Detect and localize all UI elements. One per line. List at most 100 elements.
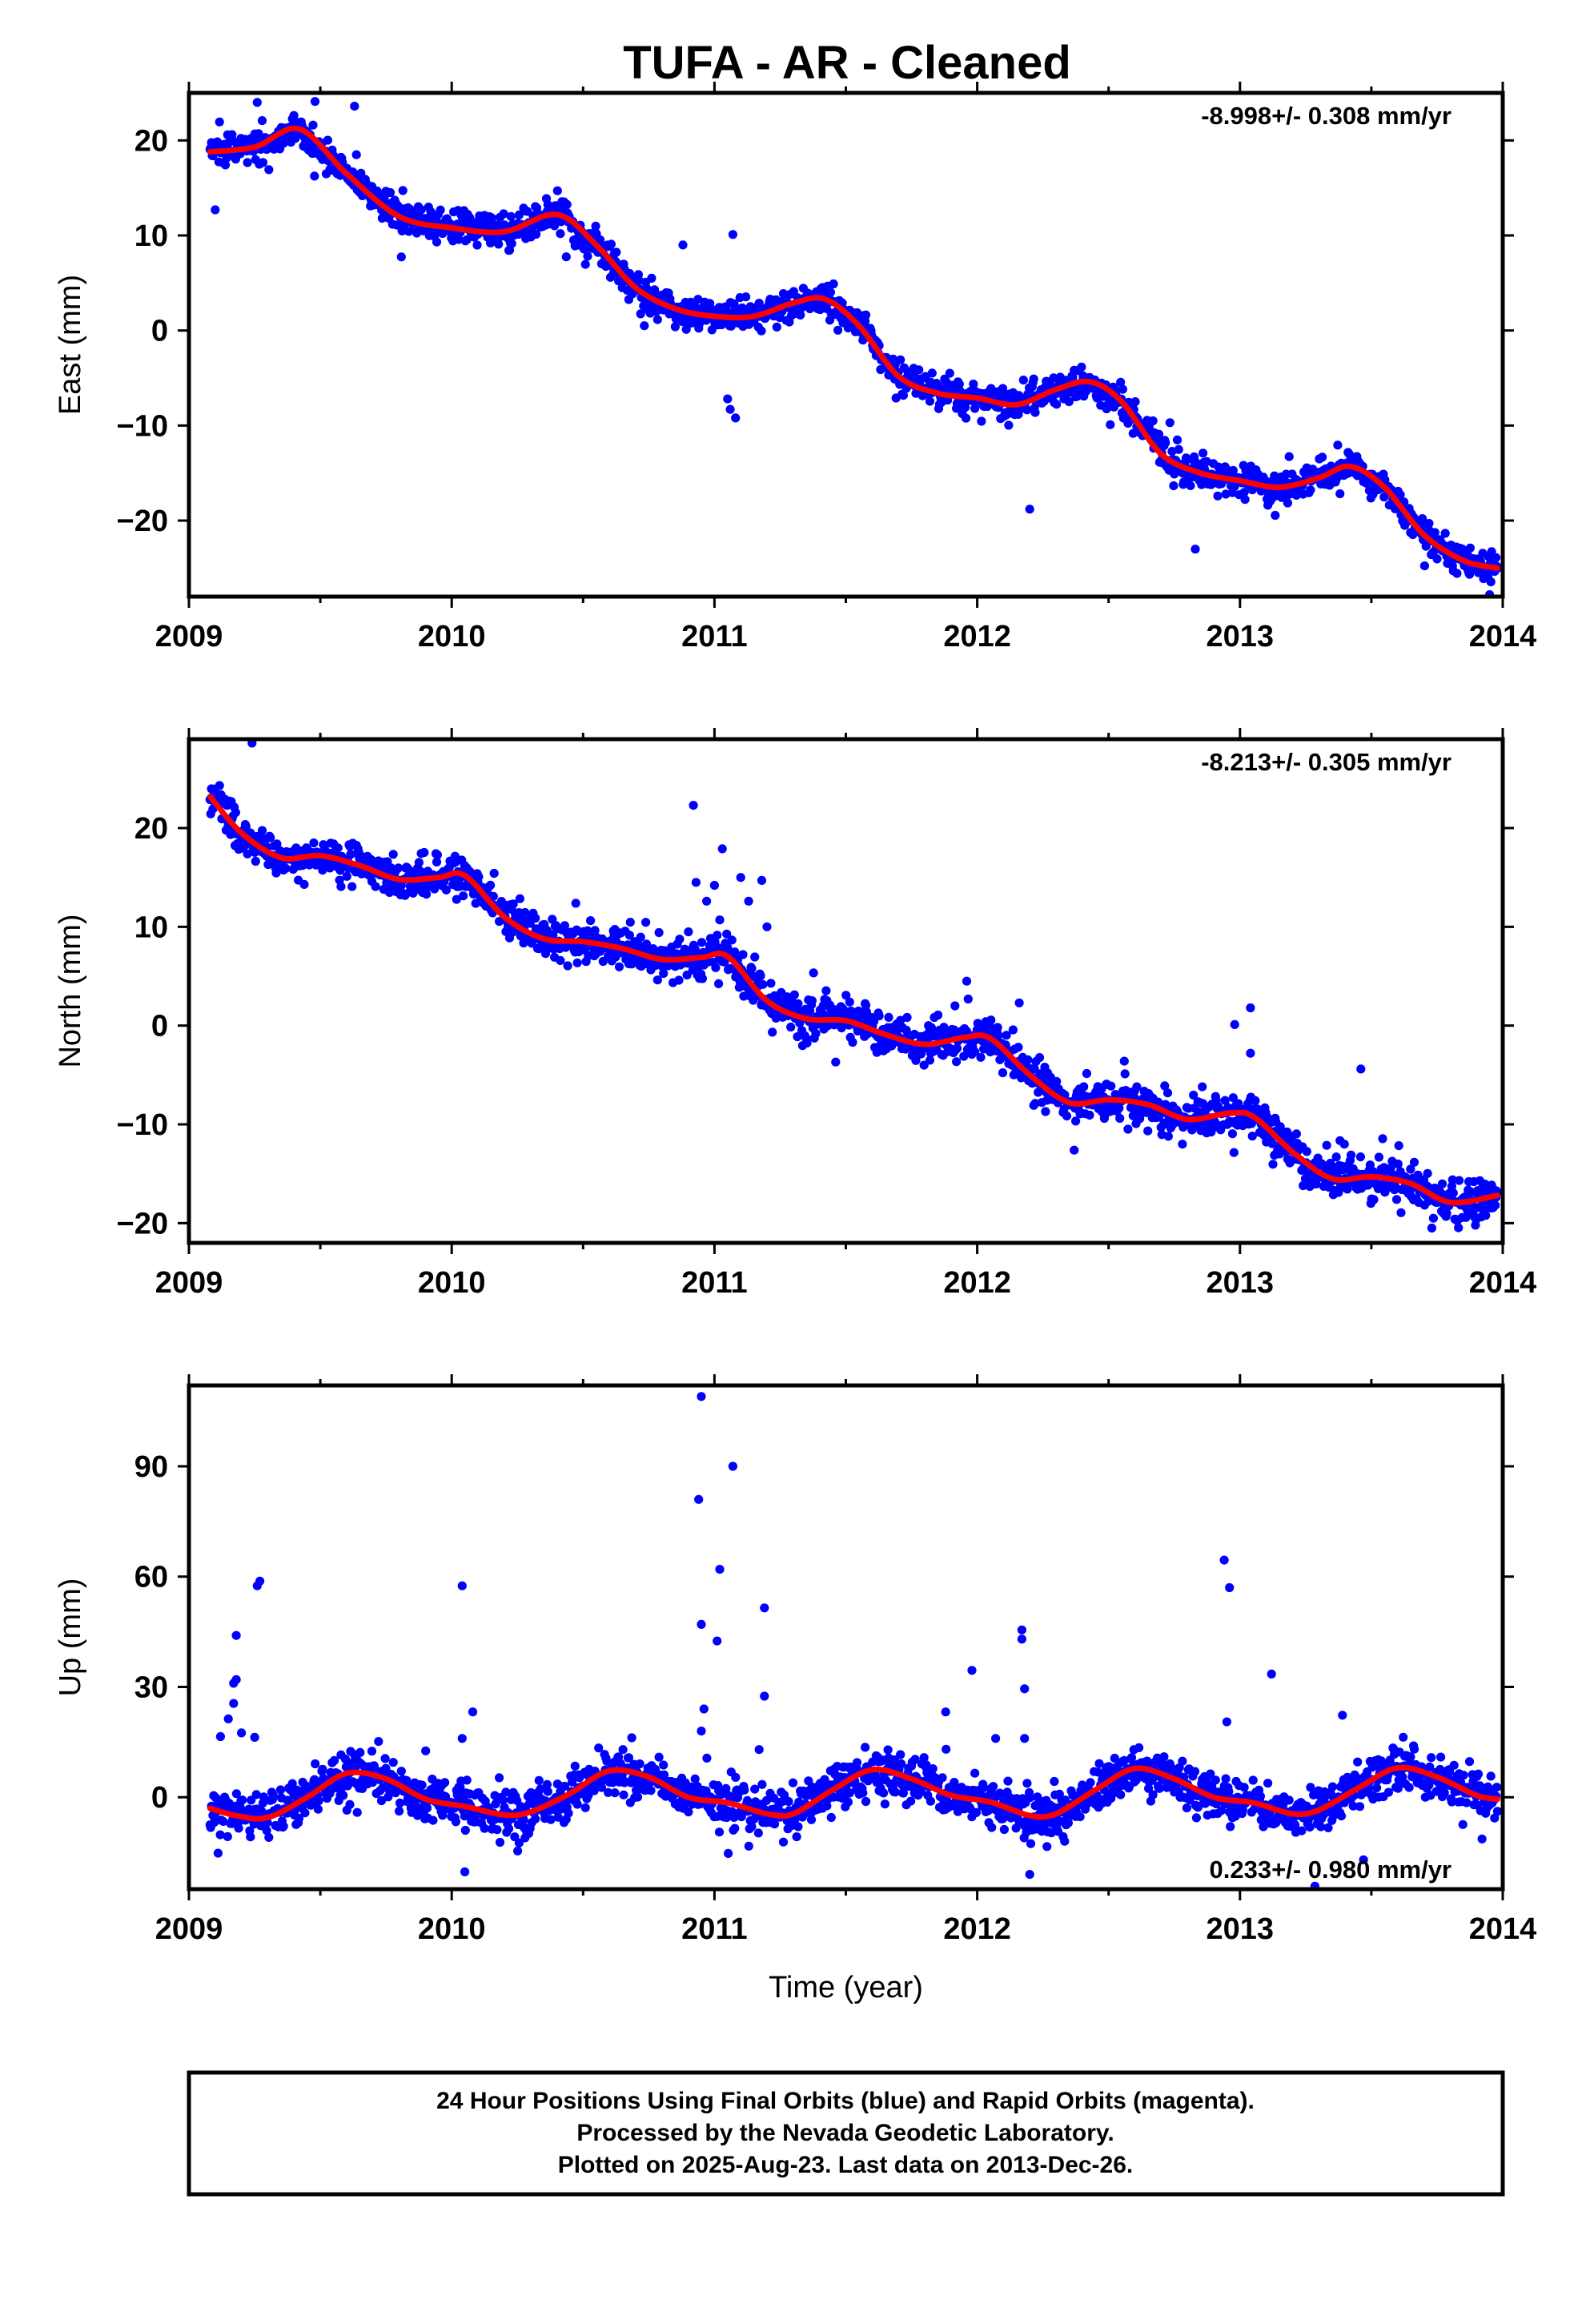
east-outlier-point: [310, 97, 320, 107]
north-point: [758, 979, 768, 989]
north-point: [508, 899, 518, 909]
east-point: [1130, 397, 1140, 407]
up-point: [690, 1774, 700, 1783]
east-point: [1291, 490, 1301, 501]
north-point: [346, 850, 355, 859]
east-point: [1335, 489, 1345, 499]
north-outlier-point: [1014, 998, 1024, 1007]
north-point: [1437, 1179, 1447, 1188]
up-point: [989, 1782, 998, 1791]
east-point: [652, 315, 662, 324]
up-point: [806, 1815, 817, 1824]
north-point: [714, 979, 724, 988]
up-point: [275, 1785, 286, 1795]
north-point: [571, 899, 580, 908]
north-point: [486, 880, 496, 890]
north-point: [659, 969, 669, 979]
east-point: [258, 158, 268, 167]
north-outlier-point: [762, 922, 772, 931]
up-point: [428, 1815, 438, 1825]
east-point: [670, 322, 681, 332]
north-point: [1447, 1181, 1456, 1191]
east-point: [580, 259, 590, 269]
east-x-tick-label: 2013: [1207, 620, 1275, 653]
up-point: [757, 1779, 767, 1789]
east-point: [499, 209, 508, 219]
north-point: [1428, 1213, 1438, 1223]
up-point: [438, 1811, 448, 1820]
north-point: [1275, 1122, 1285, 1132]
up-point: [896, 1750, 905, 1759]
north-point: [821, 986, 831, 995]
north-point: [1041, 1107, 1050, 1116]
up-point: [395, 1807, 404, 1816]
north-point: [1234, 1099, 1243, 1108]
north-point: [388, 850, 398, 859]
east-point: [289, 111, 299, 120]
north-point: [441, 885, 452, 895]
east-point: [561, 252, 571, 262]
east-point: [1174, 444, 1183, 454]
north-point: [730, 947, 740, 957]
up-point: [843, 1797, 853, 1807]
north-point: [1393, 1159, 1403, 1169]
north-point: [342, 871, 351, 881]
up-point: [294, 1814, 304, 1823]
up-point: [702, 1753, 712, 1763]
east-point: [562, 199, 572, 209]
up-point: [792, 1832, 801, 1842]
north-point: [1374, 1152, 1383, 1162]
up-point: [564, 1808, 573, 1818]
north-point: [1396, 1208, 1406, 1217]
north-point: [1062, 1112, 1072, 1121]
up-point: [1116, 1790, 1126, 1799]
up-plot-area: [205, 1392, 1502, 1889]
north-point: [243, 849, 252, 858]
up-point: [721, 1783, 731, 1793]
north-point: [1334, 1188, 1343, 1197]
north-point: [488, 891, 498, 901]
up-point: [793, 1822, 803, 1831]
north-point: [697, 938, 707, 947]
north-point: [684, 927, 693, 937]
east-point: [1064, 397, 1074, 407]
east-point: [310, 171, 319, 181]
east-point: [454, 235, 464, 244]
east-point: [416, 205, 426, 215]
north-x-tick-label: 2009: [155, 1266, 223, 1300]
north-point: [251, 856, 260, 866]
east-point: [1077, 362, 1086, 372]
east-point: [396, 252, 406, 262]
up-point: [610, 1788, 620, 1798]
east-point: [1395, 490, 1405, 500]
up-point: [731, 1772, 741, 1782]
up-point: [374, 1737, 383, 1747]
north-point: [697, 974, 708, 983]
north-point: [727, 935, 737, 945]
north-point: [489, 868, 499, 879]
up-point: [519, 1815, 528, 1824]
east-point: [612, 247, 621, 257]
east-rate-label: -8.998+/- 0.308 mm/yr: [1201, 102, 1452, 130]
east-point: [896, 355, 905, 364]
up-point: [421, 1746, 431, 1755]
east-points: [205, 97, 1502, 597]
up-point: [635, 1759, 644, 1769]
north-y-tick-label: 20: [135, 812, 168, 846]
north-point: [1162, 1088, 1173, 1098]
north-point: [1251, 1096, 1260, 1105]
north-point: [1355, 1152, 1365, 1162]
north-point: [281, 863, 291, 873]
north-point: [925, 1055, 935, 1065]
east-point: [1165, 418, 1174, 428]
north-point: [414, 858, 424, 867]
north-x-tick-label: 2014: [1469, 1266, 1537, 1300]
up-point: [784, 1797, 793, 1807]
up-point: [747, 1822, 757, 1831]
east-point: [647, 273, 656, 283]
north-point: [1378, 1134, 1387, 1144]
east-outlier-point: [678, 240, 688, 250]
north-point: [1409, 1157, 1419, 1167]
north-point: [1442, 1208, 1452, 1218]
